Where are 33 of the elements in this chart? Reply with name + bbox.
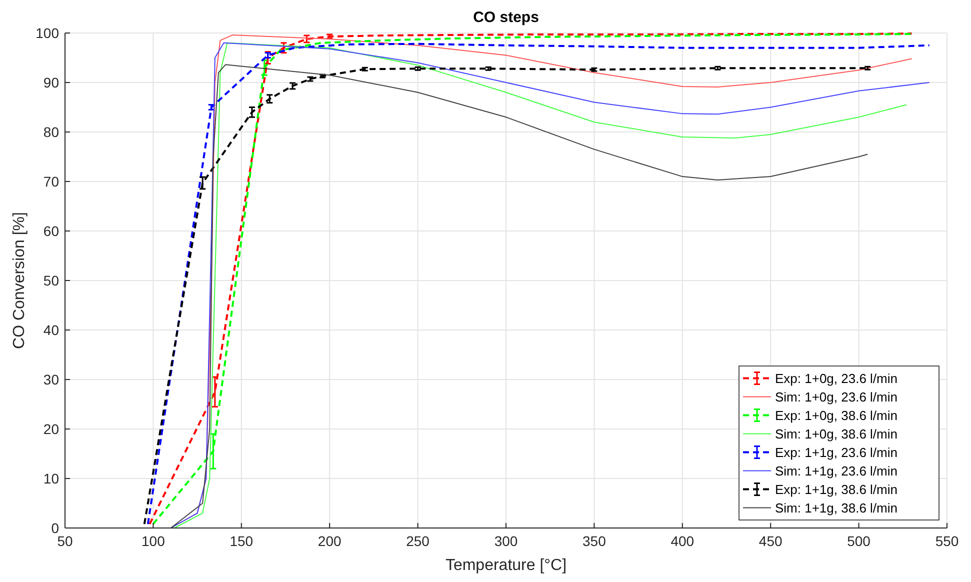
x-tick-label: 400 <box>670 533 694 549</box>
y-tick-label: 100 <box>36 25 60 41</box>
y-tick-label: 10 <box>43 470 60 486</box>
y-axis-title: CO Conversion [%] <box>11 212 28 349</box>
x-tick-label: 50 <box>57 533 73 549</box>
y-tick-label: 80 <box>43 124 60 140</box>
legend-label: Sim: 1+0g, 23.6 l/min <box>775 389 898 404</box>
x-tick-label: 250 <box>406 533 430 549</box>
legend-label: Sim: 1+0g, 38.6 l/min <box>775 426 898 442</box>
x-tick-label: 500 <box>847 533 871 549</box>
legend-label: Exp: 1+0g, 38.6 l/min <box>775 408 898 423</box>
y-tick-label: 40 <box>43 322 60 338</box>
legend-label: Sim: 1+1g, 23.6 l/min <box>775 463 898 478</box>
x-tick-label: 300 <box>494 533 518 549</box>
legend-label: Sim: 1+1g, 38.6 l/min <box>775 500 898 516</box>
y-tick-label: 60 <box>43 223 60 239</box>
legend-label: Exp: 1+1g, 38.6 l/min <box>775 482 898 497</box>
y-tick-label: 30 <box>43 372 60 388</box>
legend-label: Exp: 1+0g, 23.6 l/min <box>775 370 898 386</box>
y-tick-label: 20 <box>43 421 60 437</box>
chart-title: CO steps <box>473 9 539 26</box>
x-axis-title: Temperature [°C] <box>445 557 567 574</box>
x-tick-label: 550 <box>935 533 959 549</box>
x-tick-label: 200 <box>318 533 342 549</box>
x-tick-label: 150 <box>230 533 254 549</box>
y-tick-label: 70 <box>43 174 60 190</box>
legend-label: Exp: 1+1g, 23.6 l/min <box>775 444 898 460</box>
y-tick-label: 50 <box>43 272 60 288</box>
y-tick-label: 90 <box>43 74 60 90</box>
x-tick-label: 350 <box>582 533 606 549</box>
y-tick-label: 0 <box>51 520 60 536</box>
x-tick-label: 100 <box>142 533 166 549</box>
x-tick-label: 450 <box>758 533 782 549</box>
